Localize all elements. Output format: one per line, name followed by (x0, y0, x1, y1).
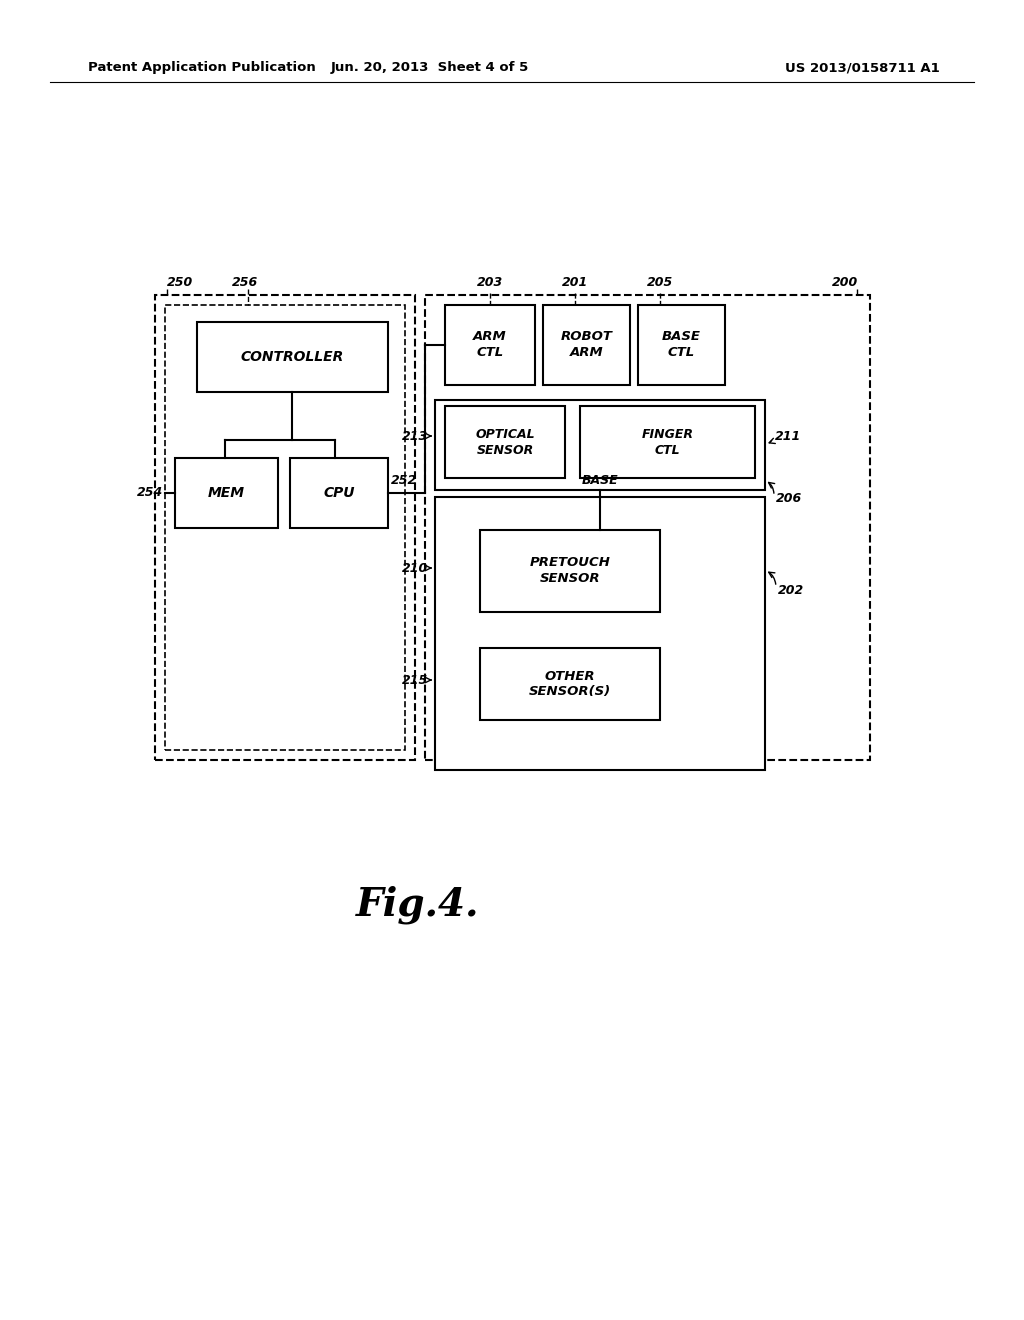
Bar (197, 322, 388, 392)
Bar (445, 407, 565, 478)
Text: 200: 200 (831, 276, 858, 289)
Text: 201: 201 (562, 276, 588, 289)
Text: Patent Application Publication: Patent Application Publication (88, 62, 315, 74)
Text: Fig.4.: Fig.4. (356, 886, 480, 924)
Text: BASE
CTL: BASE CTL (663, 330, 701, 359)
Text: 254: 254 (137, 487, 163, 499)
Bar (155, 294, 415, 760)
Bar (165, 305, 406, 750)
Text: 250: 250 (167, 276, 194, 289)
Text: Jun. 20, 2013  Sheet 4 of 5: Jun. 20, 2013 Sheet 4 of 5 (331, 62, 529, 74)
Text: US 2013/0158711 A1: US 2013/0158711 A1 (785, 62, 940, 74)
Text: 205: 205 (647, 276, 673, 289)
Bar (445, 305, 535, 385)
Text: OPTICAL
SENSOR: OPTICAL SENSOR (475, 428, 535, 457)
Text: PRETOUCH
SENSOR: PRETOUCH SENSOR (529, 557, 610, 586)
Text: 211: 211 (775, 429, 801, 442)
Bar (580, 407, 755, 478)
Text: BASE: BASE (582, 474, 618, 487)
Bar (435, 498, 765, 770)
Text: 202: 202 (778, 583, 804, 597)
Text: 252: 252 (391, 474, 417, 487)
Bar (480, 648, 660, 719)
Text: FINGER
CTL: FINGER CTL (641, 428, 693, 457)
Bar (480, 531, 660, 612)
Text: 215: 215 (401, 673, 428, 686)
Text: 213: 213 (401, 429, 428, 442)
Bar (425, 294, 870, 760)
Bar (175, 458, 278, 528)
Bar (543, 305, 630, 385)
Text: ARM
CTL: ARM CTL (473, 330, 507, 359)
Text: CPU: CPU (324, 486, 354, 500)
Text: 206: 206 (776, 491, 802, 504)
Text: OTHER
SENSOR(S): OTHER SENSOR(S) (529, 669, 611, 698)
Bar (435, 400, 765, 490)
Text: 203: 203 (477, 276, 503, 289)
Bar (290, 458, 388, 528)
Text: CONTROLLER: CONTROLLER (241, 350, 344, 364)
Text: MEM: MEM (208, 486, 245, 500)
Bar (638, 305, 725, 385)
Text: 256: 256 (231, 276, 258, 289)
Text: ROBOT
ARM: ROBOT ARM (560, 330, 612, 359)
Text: 210: 210 (401, 561, 428, 574)
